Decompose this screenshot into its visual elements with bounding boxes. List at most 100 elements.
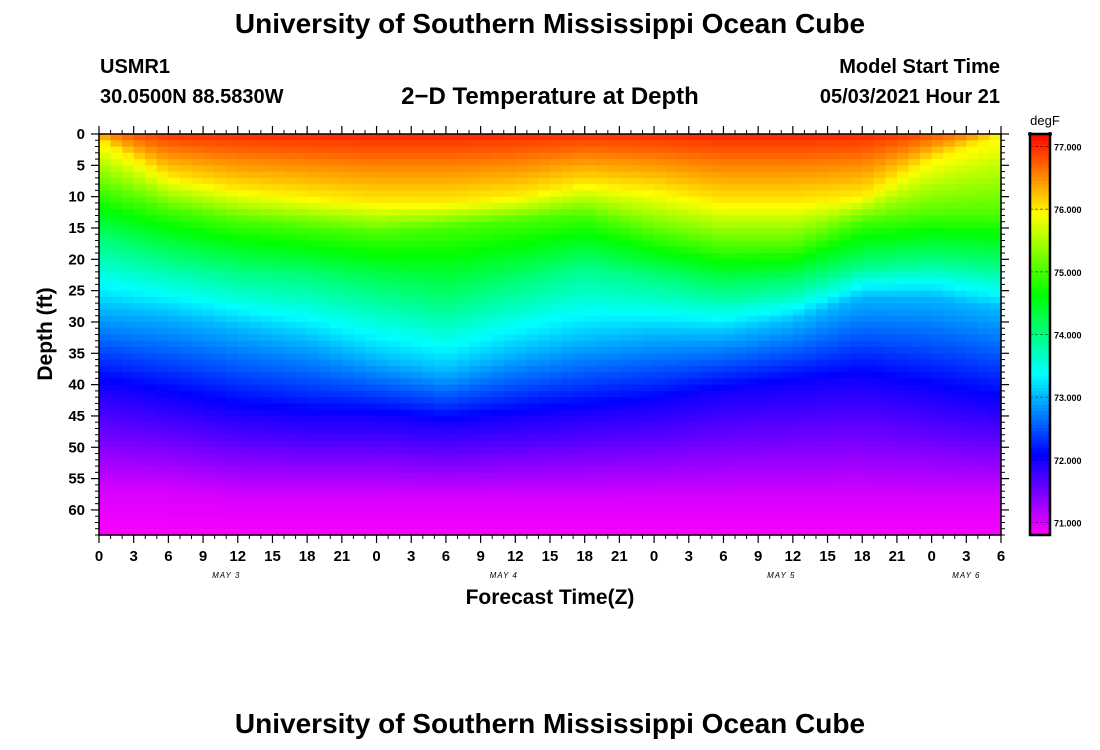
heatmap-cell xyxy=(260,347,274,354)
heatmap-cell xyxy=(746,315,759,323)
heatmap-cell xyxy=(422,397,435,405)
heatmap-cell xyxy=(804,328,817,336)
heatmap-cell xyxy=(341,215,355,223)
heatmap-cell xyxy=(307,209,320,217)
heatmap-cell xyxy=(376,196,389,204)
heatmap-cell xyxy=(492,146,505,154)
heatmap-cell xyxy=(203,353,216,361)
heatmap-cell xyxy=(873,309,886,317)
heatmap-cell xyxy=(908,184,921,191)
heatmap-cell xyxy=(445,378,459,386)
heatmap-cell xyxy=(284,509,297,517)
heatmap-cell xyxy=(295,271,308,279)
heatmap-cell xyxy=(815,184,829,191)
heatmap-cell xyxy=(133,265,146,273)
heatmap-cell xyxy=(943,509,956,517)
heatmap-cell xyxy=(550,415,563,423)
heatmap-cell xyxy=(977,202,991,210)
heatmap-cell xyxy=(168,215,181,223)
heatmap-cell xyxy=(168,321,181,329)
heatmap-cell xyxy=(769,177,782,185)
heatmap-cell xyxy=(839,503,852,511)
heatmap-cell xyxy=(503,177,516,185)
heatmap-cell xyxy=(931,497,944,505)
heatmap-cell xyxy=(873,491,886,499)
heatmap-cell xyxy=(122,497,135,505)
heatmap-cell xyxy=(677,509,690,517)
heatmap-cell xyxy=(954,190,967,198)
heatmap-cell xyxy=(804,516,817,524)
heatmap-cell xyxy=(723,441,736,448)
heatmap-cell xyxy=(619,497,632,505)
heatmap-cell xyxy=(260,240,274,248)
heatmap-cell xyxy=(746,271,759,279)
heatmap-cell xyxy=(284,347,297,354)
heatmap-cell xyxy=(526,290,540,298)
heatmap-cell xyxy=(896,278,910,285)
heatmap-cell xyxy=(630,409,644,417)
heatmap-cell xyxy=(226,152,239,160)
heatmap-cell xyxy=(873,209,886,217)
heatmap-cell xyxy=(896,315,910,323)
heatmap-cell xyxy=(989,221,1002,229)
heatmap-cell xyxy=(434,177,447,185)
heatmap-cell xyxy=(330,215,343,223)
heatmap-cell xyxy=(885,309,898,317)
heatmap-cell xyxy=(966,340,979,348)
heatmap-cell xyxy=(284,390,297,398)
heatmap-cell xyxy=(179,177,193,185)
heatmap-cell xyxy=(237,215,250,223)
heatmap-cell xyxy=(179,253,193,260)
heatmap-cell xyxy=(145,221,158,229)
heatmap-cell xyxy=(723,503,736,511)
heatmap-cell xyxy=(203,397,216,405)
heatmap-cell xyxy=(758,253,771,260)
heatmap-cell xyxy=(168,159,181,166)
heatmap-cell xyxy=(584,190,597,198)
heatmap-cell xyxy=(318,221,331,229)
heatmap-cell xyxy=(515,278,528,285)
heatmap-cell xyxy=(492,365,505,373)
heatmap-cell xyxy=(677,315,690,323)
heatmap-cell xyxy=(411,478,424,486)
heatmap-cell xyxy=(966,259,979,267)
heatmap-cell xyxy=(792,378,806,386)
heatmap-cell xyxy=(966,309,979,317)
heatmap-cell xyxy=(538,441,551,448)
heatmap-cell xyxy=(457,528,470,536)
heatmap-cell xyxy=(989,434,1002,442)
heatmap-cell xyxy=(642,384,655,392)
heatmap-cell xyxy=(966,365,979,373)
heatmap-cell xyxy=(179,347,193,354)
heatmap-cell xyxy=(237,146,250,154)
heatmap-cell xyxy=(376,453,389,461)
heatmap-cell xyxy=(561,177,574,185)
heatmap-cell xyxy=(99,159,112,166)
heatmap-cell xyxy=(758,340,771,348)
heatmap-cell xyxy=(966,522,979,530)
heatmap-cell xyxy=(700,221,713,229)
heatmap-cell xyxy=(561,265,574,273)
heatmap-cell xyxy=(179,378,193,386)
heatmap-cell xyxy=(307,403,320,411)
heatmap-cell xyxy=(145,315,158,323)
heatmap-cell xyxy=(237,265,250,273)
heatmap-cell xyxy=(827,390,840,398)
heatmap-cell xyxy=(237,447,250,455)
heatmap-cell xyxy=(885,516,898,524)
heatmap-cell xyxy=(110,221,123,229)
heatmap-cell xyxy=(723,522,736,530)
heatmap-cell xyxy=(735,522,748,530)
heatmap-cell xyxy=(584,152,597,160)
heatmap-cell xyxy=(284,259,297,267)
heatmap-cell xyxy=(619,284,632,292)
heatmap-cell xyxy=(492,453,505,461)
heatmap-cell xyxy=(399,140,412,148)
model-start-value: 05/03/2021 Hour 21 xyxy=(819,86,1000,108)
heatmap-cell xyxy=(561,384,574,392)
heatmap-cell xyxy=(746,441,759,448)
heatmap-cell xyxy=(480,146,493,154)
heatmap-cell xyxy=(341,415,355,423)
heatmap-cell xyxy=(214,196,227,204)
heatmap-cell xyxy=(110,246,123,254)
